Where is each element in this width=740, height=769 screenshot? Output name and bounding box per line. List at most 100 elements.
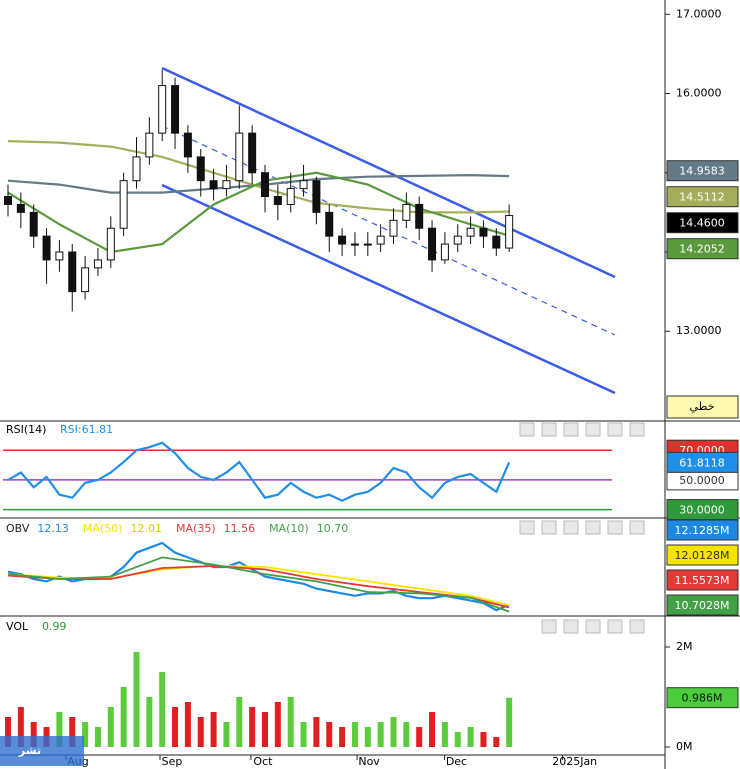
value-tag-bg xyxy=(666,238,739,260)
candle-body xyxy=(106,227,115,261)
candle-body xyxy=(132,156,141,182)
volume-bar xyxy=(262,712,268,747)
candle-body xyxy=(389,219,398,237)
panel-tool xyxy=(519,520,535,535)
candle-body xyxy=(479,227,488,237)
candle-body xyxy=(273,196,282,205)
value-tag: 10.7028M xyxy=(675,599,730,612)
panel-tool xyxy=(607,520,623,535)
volume-bar xyxy=(210,712,217,747)
volume-bar xyxy=(313,717,320,747)
panel-tool xyxy=(607,422,623,437)
volume-bar xyxy=(300,722,307,747)
value-tag: 50.0000 xyxy=(679,474,725,487)
value-tag: 12.1285M xyxy=(675,524,730,537)
legend-name: MA(10) xyxy=(269,522,309,535)
candle-body xyxy=(338,235,347,245)
value-tag-bg xyxy=(666,544,739,566)
candle-body xyxy=(222,180,231,190)
panel-tool xyxy=(541,520,557,535)
candle-body xyxy=(81,267,90,293)
volume-bar xyxy=(429,712,436,747)
panel-tool xyxy=(519,422,535,437)
volume-bar xyxy=(493,737,500,747)
legend-value: 10.70 xyxy=(317,522,349,535)
volume-bar xyxy=(506,697,513,747)
value-tag-bg xyxy=(666,687,739,709)
volume-bar xyxy=(146,697,153,747)
candle-body xyxy=(196,156,205,182)
candle-body xyxy=(325,211,334,237)
candle-body xyxy=(350,243,359,246)
legend-value: 11.56 xyxy=(224,522,256,535)
style-label: خطي xyxy=(690,400,715,413)
candle-body xyxy=(171,85,180,134)
legend-name: MA(50) xyxy=(83,522,123,535)
panel-tool xyxy=(585,422,601,437)
candle-body xyxy=(145,132,154,158)
candle-body xyxy=(93,259,102,269)
y-tick-label: 0M xyxy=(676,740,693,753)
value-tag-bg xyxy=(666,519,739,541)
value-tag: 14.2052 xyxy=(679,243,725,256)
value-tag: 14.5112 xyxy=(679,191,725,204)
panel-tool xyxy=(585,619,601,634)
candle-body xyxy=(16,203,25,213)
legend-value: 12.13 xyxy=(37,522,69,535)
candle-body xyxy=(415,203,424,229)
candle-body xyxy=(466,227,475,237)
panel-title: RSI(14) xyxy=(6,423,46,436)
panel-tool xyxy=(563,619,579,634)
volume-bar xyxy=(377,722,384,747)
candle-body xyxy=(428,227,437,261)
volume-bar xyxy=(159,672,166,747)
volume-bar xyxy=(403,722,410,747)
volume-bar xyxy=(107,707,114,747)
volume-bar xyxy=(69,717,76,747)
volume-bar xyxy=(390,717,397,747)
legend-name: MA(35) xyxy=(176,522,216,535)
channel-upper xyxy=(161,66,616,279)
panel-tool xyxy=(629,422,645,437)
x-tick-label: Dec xyxy=(446,755,467,768)
candle-body xyxy=(42,235,51,261)
x-tick-label: 2025Jan xyxy=(552,755,597,768)
panel-tool xyxy=(629,520,645,535)
panel-tool xyxy=(541,619,557,634)
volume-bar xyxy=(416,727,423,747)
y-tick-label: 16.0000 xyxy=(676,87,722,100)
volume-bar xyxy=(30,722,37,747)
y-tick-label: 2M xyxy=(676,640,693,653)
volume-bar xyxy=(287,697,294,747)
volume-bar xyxy=(236,697,243,747)
value-tag-bg xyxy=(666,212,739,234)
candle-body xyxy=(453,235,462,245)
candle-body xyxy=(209,180,218,190)
volume-bar xyxy=(467,727,474,747)
volume-bar xyxy=(184,702,191,747)
volume-bar xyxy=(351,722,358,747)
candle-body xyxy=(363,243,372,246)
panel-tool xyxy=(585,520,601,535)
candle-body xyxy=(440,243,449,261)
volume-bar xyxy=(441,722,448,747)
candle-body xyxy=(505,215,514,249)
value-tag: 12.0128M xyxy=(675,549,730,562)
volume-bar xyxy=(82,722,89,747)
legend-name: OBV xyxy=(6,522,30,535)
panel-title: VOL xyxy=(6,620,29,633)
legend-value: 12.01 xyxy=(131,522,163,535)
volume-bar xyxy=(274,702,281,747)
x-tick-label: Nov xyxy=(358,755,380,768)
volume-bar xyxy=(223,722,230,747)
obv-line xyxy=(7,556,510,613)
value-tag: 61.8118 xyxy=(679,456,725,469)
value-tag: 14.9583 xyxy=(679,165,725,178)
panel-header: RSI:61.81 xyxy=(60,423,113,436)
panel-tool xyxy=(563,422,579,437)
x-tick-label: Sep xyxy=(162,755,183,768)
value-tag-bg xyxy=(666,186,739,208)
volume-bar xyxy=(94,727,101,747)
